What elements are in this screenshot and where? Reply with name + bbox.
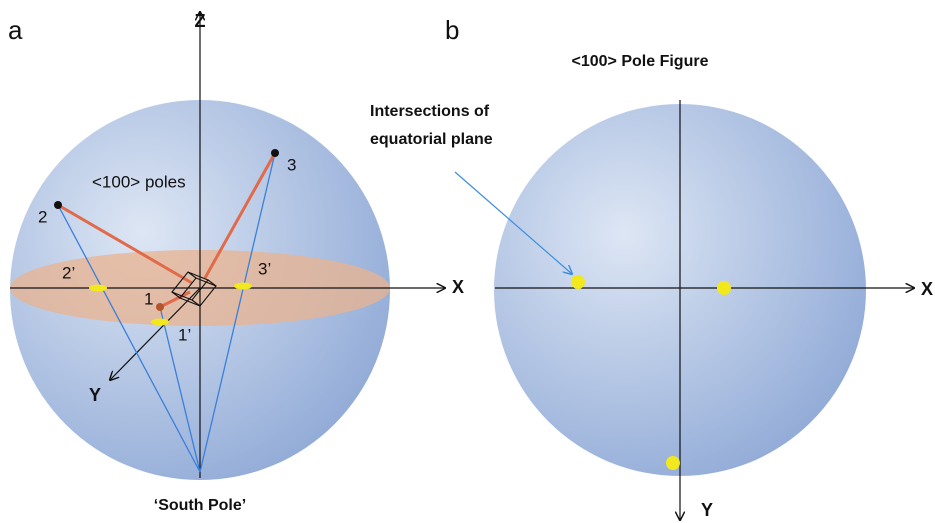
panel-label: b xyxy=(445,15,459,45)
axis-label: X xyxy=(452,277,464,297)
pole-label: 2 xyxy=(38,207,47,226)
panel-a: a Z X Y <100> poles xyxy=(8,11,464,514)
projection-label: 2’ xyxy=(62,263,75,282)
pole-point xyxy=(271,149,279,157)
projection-label: 3’ xyxy=(258,259,271,278)
pole-point xyxy=(156,303,164,311)
panel-label: a xyxy=(8,15,23,45)
axis-label: X xyxy=(921,279,933,299)
panel-b: b <100> Pole Figure Intersections of equ… xyxy=(370,15,933,520)
axis-label: Y xyxy=(89,385,101,405)
panel-title: <100> Pole Figure xyxy=(572,53,709,70)
pole-label: 3 xyxy=(287,155,296,174)
annotation: equatorial plane xyxy=(370,131,493,148)
pole-label: 1 xyxy=(144,289,153,308)
projection-label: 1’ xyxy=(178,325,191,344)
axis-label: Y xyxy=(701,500,713,520)
figure: a Z X Y <100> poles xyxy=(0,0,935,523)
axis-label: Z xyxy=(195,11,206,31)
caption: <100> poles xyxy=(92,172,186,191)
page: {"panels": { "a": {"label": "a", "axes":… xyxy=(0,0,935,523)
pole-point xyxy=(54,201,62,209)
south-pole-label: ‘South Pole’ xyxy=(154,497,246,514)
annotation: Intersections of xyxy=(370,103,490,120)
